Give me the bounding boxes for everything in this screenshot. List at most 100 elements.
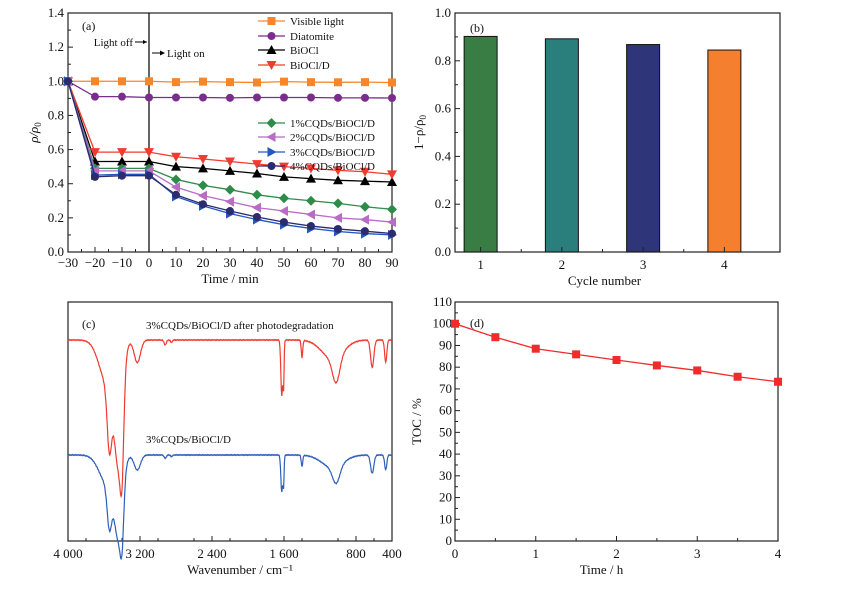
x-axis-label: Cycle number [568,273,642,288]
panel-d-frame [454,301,779,542]
y-tick-label: 0.6 [435,101,452,116]
legend-item: BiOCl [258,45,319,57]
legend-item: BiOCl/D [258,60,330,72]
series-toc [451,319,782,386]
y-tick-label: 20 [439,490,452,505]
spectrum-label: 3%CQDs/BiOCl/D [146,434,231,446]
data-point [333,212,342,223]
data-point [360,201,370,212]
data-point [171,174,181,185]
light-off-arrowhead [143,40,147,44]
data-point [252,160,262,170]
panel-label: (c) [82,317,95,331]
y-axis-label: ρ/ρ0 [26,122,43,144]
data-point [198,190,207,201]
x-tick-label: 70 [332,255,345,270]
legend-item: 4%CQDs/BiOCl/D [258,161,375,173]
panel-label: (b) [470,21,484,35]
y-tick-label: 0.6 [48,142,65,157]
data-point [279,206,288,217]
y-tick-label: 10 [439,511,452,526]
data-point [334,224,342,233]
data-point [280,93,288,102]
data-point [252,189,262,200]
y-tick-label: 110 [433,294,452,309]
light-on-arrowhead [160,50,165,56]
data-point [280,218,288,227]
data-point [172,190,180,199]
x-tick-label: 1 [533,546,540,561]
data-point [225,184,235,195]
data-point [225,157,235,167]
x-tick-label: 0 [146,255,153,270]
data-point [334,93,342,102]
spectrum-after-photodegradation: 3%CQDs/BiOCl/D after photodegradation [67,320,393,499]
data-point [144,156,154,166]
legend-label: Visible light [290,16,344,28]
legend-marker [267,147,277,157]
x-tick-label: 60 [305,255,318,270]
legend-item: Visible light [258,16,344,28]
legend-label: 1%CQDs/BiOCl/D [290,118,375,130]
x-tick-label: −30 [58,255,78,270]
data-point [306,195,316,206]
data-point [387,177,397,187]
data-point [199,93,207,102]
data-point [145,93,153,102]
x-tick-label: 30 [224,255,237,270]
data-point [361,93,369,102]
x-tick-label: −20 [85,255,105,270]
data-point [91,92,99,101]
data-point [145,171,153,180]
series-diatomite [64,77,396,103]
legend-label: BiOCl [290,45,319,57]
data-point [145,77,153,86]
series-biocl-d [63,77,397,180]
x-tick-label: 90 [386,255,399,270]
x-tick-label: 4 [775,546,782,561]
y-tick-label: 1.0 [435,5,451,20]
x-tick-label: 3 [640,257,647,272]
data-point [117,156,127,166]
legend-item: Diatomite [258,31,334,43]
y-tick-label: 70 [439,381,452,396]
y-tick-label: 0.2 [48,210,64,225]
data-point [612,356,621,365]
data-point [388,94,396,103]
legend-marker [267,32,276,40]
data-point [360,167,370,177]
legend-label: 3%CQDs/BiOCl/D [290,147,375,159]
x-tick-label: 4 [721,257,728,272]
y-tick-label: 0.8 [48,107,64,122]
data-point [91,77,99,86]
data-point [172,78,180,87]
data-point [198,180,208,191]
data-point [226,93,234,102]
data-point [307,222,315,231]
series-4-cqds-biocl-d [64,77,396,238]
x-tick-label: 2 [613,546,620,561]
data-point [279,171,289,181]
spectrum-label: 3%CQDs/BiOCl/D after photodegradation [146,320,334,332]
x-tick-label: 2 400 [197,546,226,561]
y-tick-label: 1.0 [48,73,64,88]
bar [707,49,742,253]
series-line [454,323,779,383]
legend-marker [266,61,277,70]
data-point [387,204,397,215]
panel-a: 0.0 0.2 0.4 0.6 0.8 1.0 1.2 1.4 −30 −20 −10 0 10 20 30… [26,5,399,286]
data-point [64,77,72,86]
panel-label: (d) [470,316,484,330]
legend-marker [266,45,277,54]
y-axis-label: TOC / % [409,398,424,445]
legend-item: 1%CQDs/BiOCl/D [258,118,375,130]
data-point [91,172,99,181]
data-point [360,214,369,225]
data-point [226,78,234,87]
x-tick-label: 1 600 [269,546,298,561]
legend-item: 2%CQDs/BiOCl/D [258,132,375,144]
x-tick-label: −10 [112,255,132,270]
y-tick-label: 90 [439,337,452,352]
data-point [387,217,396,228]
data-point [280,77,288,86]
